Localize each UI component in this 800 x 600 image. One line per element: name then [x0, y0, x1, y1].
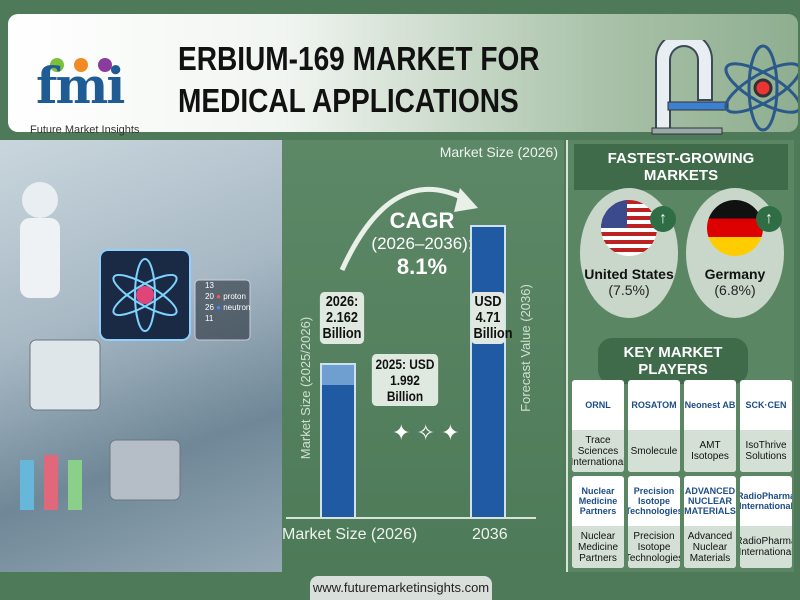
- player-name: Precision Isotope Technologies: [628, 526, 680, 568]
- players-grid: ORNL Trace Sciences International ROSATOM S…: [572, 380, 792, 568]
- market-united-states: ↑ United States (7.5%): [580, 188, 678, 318]
- y-axis-label-right: Forecast Value (2036): [518, 284, 533, 412]
- label-2036: USD 4.71 Billion: [471, 292, 513, 344]
- y-axis-label-left: Market Size (2025/2026): [298, 316, 313, 460]
- header-banner: fmi Future Market Insights ERBIUM-169 MA…: [8, 14, 798, 136]
- germany-flag-icon: [707, 200, 763, 256]
- player-logo: Precision Isotope Technologies: [628, 486, 680, 516]
- player-card: SCK·CEN IsoThrive Solutions: [740, 380, 792, 472]
- up-arrow-icon: ↑: [650, 206, 676, 232]
- label-2026: 2026: 2.162 Billion: [319, 292, 365, 344]
- x-axis-line: [286, 517, 536, 519]
- website-url[interactable]: www.futuremarketinsights.com: [310, 576, 492, 600]
- up-arrow-icon: ↑: [756, 206, 782, 232]
- player-card: Precision Isotope Technologies Precision …: [628, 476, 680, 568]
- player-name: Smolecule: [628, 430, 680, 472]
- header-icons: [651, 40, 798, 135]
- player-card: Neonest AB AMT Isotopes: [684, 380, 736, 472]
- atom-icon: [724, 44, 798, 132]
- logo-subtitle: Future Market Insights: [30, 124, 140, 136]
- player-name: AMT Isotopes: [684, 430, 736, 472]
- player-logo: Nuclear Medicine Partners: [578, 486, 618, 516]
- bar-2036: [470, 224, 506, 517]
- sparkle-icon: ✦ ✧ ✦: [392, 420, 460, 445]
- player-name: Nuclear Medicine Partners: [572, 526, 624, 568]
- right-panel: FASTEST-GROWING MARKETS ↑ United States …: [566, 140, 794, 572]
- player-name: Advanced Nuclear Materials: [684, 526, 736, 568]
- growth-arrow: [339, 186, 478, 272]
- player-card: RadioPharma International RadioPharma Int…: [740, 476, 792, 568]
- player-card: ORNL Trace Sciences International: [572, 380, 624, 472]
- player-logo: SCK·CEN: [745, 400, 787, 410]
- isotope-label: 13 20 ● proton 26 ● neutron 11: [205, 281, 251, 323]
- key-players-heading: KEY MARKET PLAYERS: [598, 338, 748, 384]
- fmi-logo: fmi Future Market Insights: [30, 36, 140, 136]
- player-name: IsoThrive Solutions: [740, 430, 792, 472]
- label-2025: 2025: USD 1.992 Billion: [371, 354, 439, 406]
- player-name: Trace Sciences International: [572, 430, 624, 472]
- page-title: ERBIUM-169 MARKET FOR MEDICAL APPLICATION…: [178, 40, 540, 119]
- market-size-chart: Market Size (2026) CAGR (2026–2036): 8.1…: [282, 140, 564, 572]
- player-logo: ADVANCED NUCLEAR MATERIALS: [684, 486, 736, 516]
- player-name: RadioPharma International: [740, 526, 792, 568]
- x-tick-label: Market Size (2026): [282, 526, 418, 543]
- player-logo: RadioPharma International: [740, 491, 792, 511]
- lab-photo: 13 20 ● proton 26 ● neutron 11: [0, 140, 282, 572]
- us-flag-icon: [601, 200, 657, 256]
- bar-2025-increment: [322, 364, 354, 386]
- x-tick-label: 2036: [472, 526, 508, 543]
- lab-illustration: [20, 182, 251, 510]
- ct-scanner-icon: [651, 40, 729, 135]
- fastest-markets-heading: FASTEST-GROWING MARKETS: [574, 144, 788, 190]
- player-card: ADVANCED NUCLEAR MATERIALS Advanced Nucle…: [684, 476, 736, 568]
- player-logo: Neonest AB: [684, 400, 736, 410]
- player-card: Nuclear Medicine Partners Nuclear Medicin…: [572, 476, 624, 568]
- chart-top-label: Market Size (2026): [439, 144, 558, 160]
- bar-2026: [320, 362, 356, 517]
- player-logo: ROSATOM: [631, 400, 677, 410]
- atom-icon: [112, 258, 178, 332]
- market-germany: ↑ Germany (6.8%): [686, 188, 784, 318]
- cagr-block: CAGR (2026–2036): 8.1%: [371, 208, 473, 279]
- player-logo: ORNL: [585, 400, 611, 410]
- player-card: ROSATOM Smolecule: [628, 380, 680, 472]
- logo-text: fmi: [36, 56, 125, 115]
